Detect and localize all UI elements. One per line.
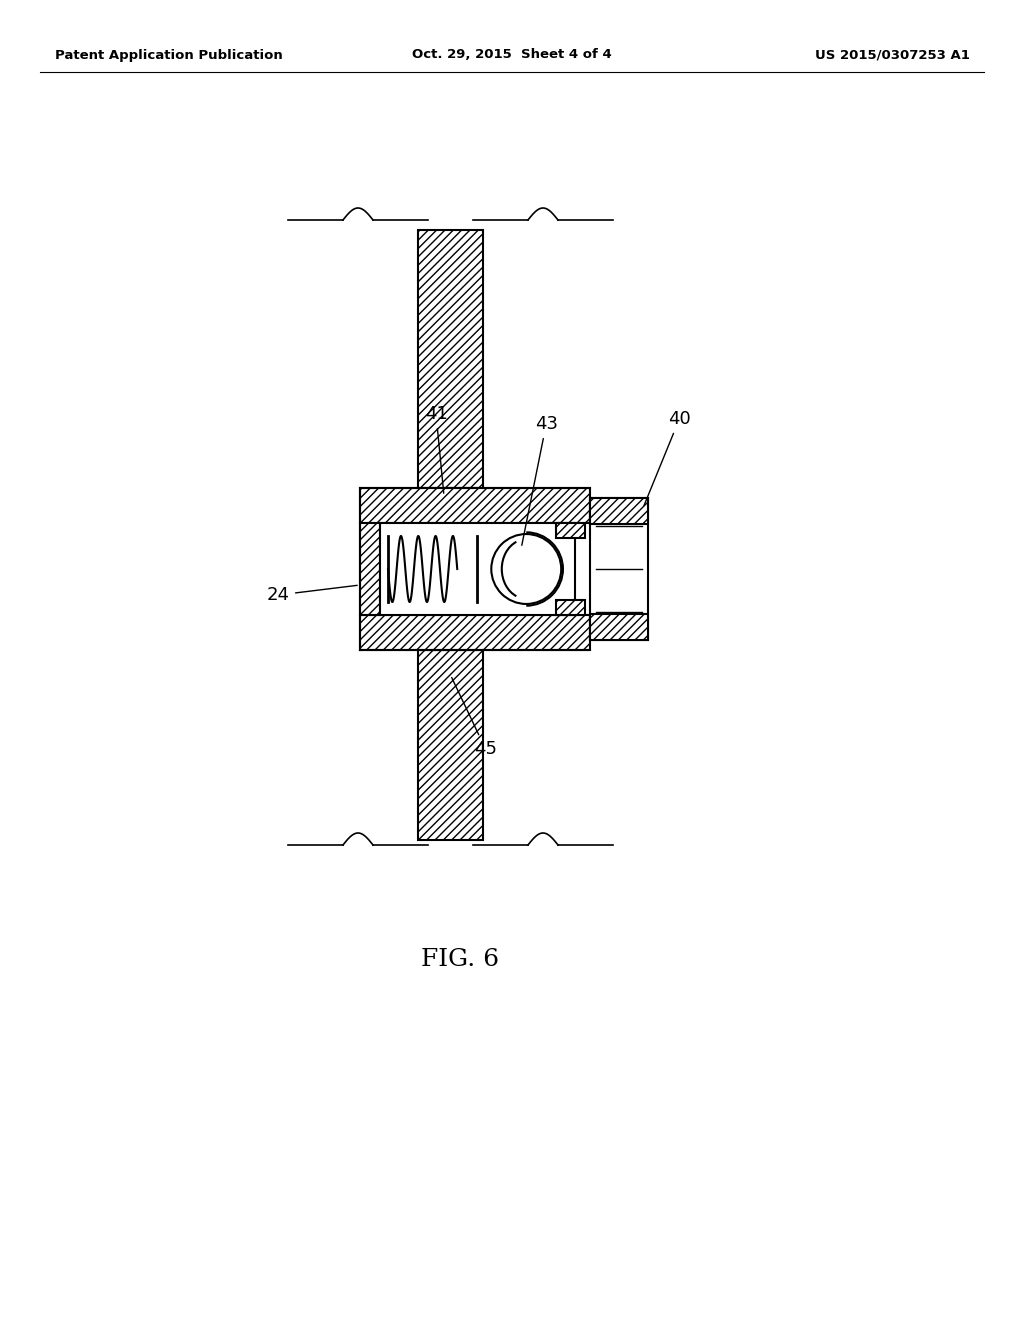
- Bar: [590, 498, 648, 524]
- Bar: [590, 614, 648, 640]
- Bar: [418, 230, 483, 488]
- Text: US 2015/0307253 A1: US 2015/0307253 A1: [815, 49, 970, 62]
- Bar: [360, 523, 380, 615]
- Text: 41: 41: [425, 405, 447, 494]
- Text: 43: 43: [522, 414, 558, 545]
- Text: Oct. 29, 2015  Sheet 4 of 4: Oct. 29, 2015 Sheet 4 of 4: [412, 49, 612, 62]
- Text: FIG. 6: FIG. 6: [421, 949, 499, 972]
- Bar: [360, 615, 590, 649]
- Text: Patent Application Publication: Patent Application Publication: [55, 49, 283, 62]
- Bar: [556, 523, 585, 537]
- Bar: [590, 498, 648, 640]
- Bar: [380, 523, 575, 615]
- Text: 40: 40: [644, 411, 691, 506]
- Bar: [556, 601, 585, 615]
- Bar: [360, 488, 590, 523]
- Text: 24: 24: [267, 585, 357, 605]
- Text: 45: 45: [452, 677, 497, 758]
- Circle shape: [492, 535, 561, 605]
- Bar: [418, 649, 483, 840]
